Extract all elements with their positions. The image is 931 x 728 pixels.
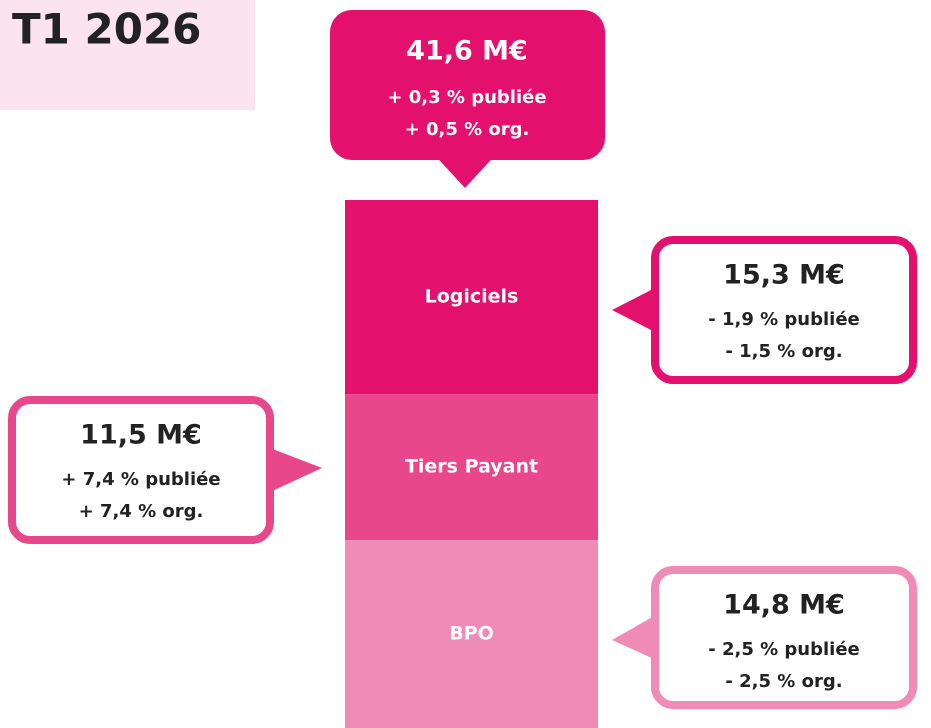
- callout-note: + 7,4 % org.: [79, 501, 204, 522]
- callout-note: - 1,9 % publiée: [708, 309, 860, 330]
- total-box: [330, 10, 605, 160]
- bar-segment: [345, 394, 598, 541]
- callout-box: [651, 236, 917, 384]
- callout-pointer: [612, 615, 655, 660]
- segment-label: Tiers Payant: [405, 456, 538, 478]
- total-value: 41,6 M€: [406, 36, 528, 67]
- callout-value: 15,3 M€: [723, 260, 845, 291]
- total-note: + 0,3 % publiée: [387, 87, 546, 108]
- callout-pointer: [270, 448, 322, 492]
- callout-box: [8, 396, 274, 544]
- title-box: [0, 0, 255, 110]
- total-note: + 0,5 % org.: [405, 119, 530, 140]
- bar-segment: [345, 540, 598, 728]
- callout-note: - 1,5 % org.: [725, 341, 842, 362]
- callout-value: 11,5 M€: [80, 420, 202, 451]
- chart-title: T1 2026: [12, 5, 201, 54]
- bar-segment: [345, 200, 598, 395]
- callout-note: - 2,5 % publiée: [708, 639, 860, 660]
- segment-label: Logiciels: [425, 286, 519, 308]
- callout-box: [651, 566, 917, 709]
- callout-note: - 2,5 % org.: [725, 671, 842, 692]
- segment-label: BPO: [449, 623, 494, 645]
- callout-value: 14,8 M€: [723, 590, 845, 621]
- callout-pointer: [612, 288, 655, 332]
- callout-note: + 7,4 % publiée: [61, 469, 220, 490]
